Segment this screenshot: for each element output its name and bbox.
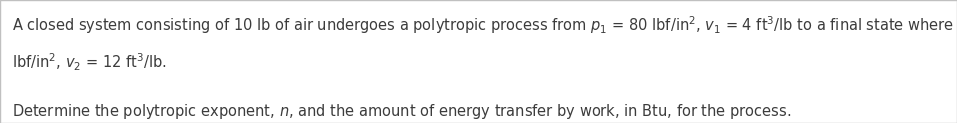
Text: A closed system consisting of 10 lb of air undergoes a polytropic process from $: A closed system consisting of 10 lb of a… — [12, 15, 957, 36]
Text: lbf/in$^2$, $v_2$ = 12 ft$^3$/lb.: lbf/in$^2$, $v_2$ = 12 ft$^3$/lb. — [12, 52, 167, 73]
Text: Determine the polytropic exponent, $n$, and the amount of energy transfer by wor: Determine the polytropic exponent, $n$, … — [12, 102, 791, 121]
